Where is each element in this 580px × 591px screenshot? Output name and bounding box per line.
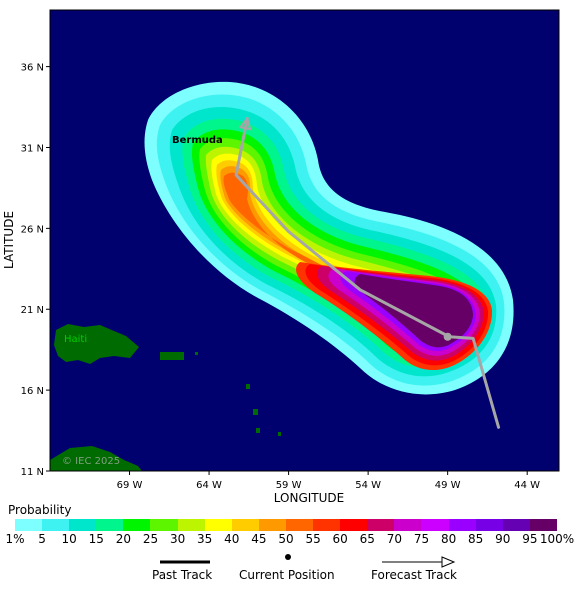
legend-swatch — [96, 519, 124, 531]
islet-1 — [246, 384, 250, 389]
lat-tick-label: 16 N — [21, 386, 44, 397]
legend-swatch — [42, 519, 70, 531]
legend-scale-label: 40 — [224, 532, 240, 546]
legend-scale-label: 60 — [332, 532, 348, 546]
legend-scale-label: 100% — [539, 532, 575, 546]
copyright-label: © IEC 2025 — [62, 456, 120, 467]
current-position-symbol — [285, 554, 291, 560]
legend-swatch — [502, 519, 530, 531]
hispaniola-land — [54, 324, 139, 364]
legend-swatch — [313, 519, 341, 531]
x-axis-title: LONGITUDE — [274, 491, 344, 505]
legend-scale-label: 75 — [413, 532, 430, 546]
legend-swatch — [340, 519, 368, 531]
lon-tick-label: 69 W — [117, 480, 143, 491]
swath-band-17 — [354, 274, 473, 348]
lon-tick-label: 44 W — [514, 480, 540, 491]
legend-scale-label: 80 — [440, 532, 457, 546]
track-arrowhead-icon — [238, 116, 252, 131]
legend-swatch — [69, 519, 97, 531]
legend-swatch — [258, 519, 286, 531]
haiti-label: Haiti — [64, 334, 87, 345]
legend-scale-label: 95 — [522, 532, 538, 546]
legend-scale-label: 25 — [142, 532, 159, 546]
legend-swatch — [231, 519, 259, 531]
legend-swatch — [177, 519, 205, 531]
legend-swatch — [15, 519, 43, 531]
past-track-label: Past Track — [152, 568, 213, 582]
current-position-label: Current Position — [239, 568, 335, 582]
y-axis-title: LATITUDE — [2, 211, 16, 269]
legend-scale-label: 45 — [251, 532, 267, 546]
probability-scale-labels: 1% 5 10 15 20 25 30 35 40 45 50 55 60 65 70 75 80 85 90 95 1… — [0, 532, 580, 546]
lat-tick-label: 26 N — [21, 224, 44, 235]
lat-tick-label: 11 N — [21, 467, 44, 478]
probability-color-bar — [15, 519, 557, 531]
legend-swatch — [421, 519, 449, 531]
lon-tick-label: 59 W — [276, 480, 302, 491]
legend-scale-label: 35 — [197, 532, 213, 546]
past-track-symbol — [160, 560, 210, 564]
forecast-track-symbol — [382, 556, 456, 568]
legend-swatch — [285, 519, 314, 531]
legend-scale-label: 5 — [38, 532, 46, 546]
south-america-land — [50, 446, 142, 471]
legend-swatch — [448, 519, 476, 531]
legend-scale-label: 10 — [61, 532, 77, 546]
legend-scale-label: 15 — [88, 532, 104, 546]
lat-tick-label: 31 N — [21, 143, 44, 154]
islet-4 — [278, 432, 281, 436]
legend-swatch — [150, 519, 178, 531]
lon-tick-label: 49 W — [435, 480, 461, 491]
land-masses — [50, 324, 281, 471]
bermuda-label: Bermuda — [172, 135, 223, 146]
legend-swatch — [529, 519, 557, 531]
legend-scale-label: 20 — [115, 532, 132, 546]
latitude-ticks: 36 N 31 N 26 N 21 N 16 N 11 N — [21, 63, 50, 478]
legend-swatch — [475, 519, 503, 531]
longitude-ticks: 69 W 64 W 59 W 54 W 49 W 44 W — [117, 471, 540, 491]
puerto-rico-land — [160, 352, 184, 360]
current-position-marker — [443, 332, 452, 341]
map-frame — [49, 9, 560, 472]
legend-swatch — [367, 519, 395, 531]
legend-swatch — [204, 519, 232, 531]
legend-swatch — [123, 519, 151, 531]
islet-3 — [256, 428, 260, 433]
legend-scale-label: 65 — [359, 532, 375, 546]
legend-scale-label: 1% — [5, 532, 25, 546]
legend-title: Probability — [8, 503, 72, 517]
lon-tick-label: 64 W — [196, 480, 222, 491]
lat-tick-label: 36 N — [21, 63, 44, 74]
track-line — [234, 116, 501, 429]
forecast-track-label: Forecast Track — [371, 568, 457, 582]
legend-swatch — [394, 519, 422, 531]
legend-scale-label: 55 — [305, 532, 321, 546]
islet-5 — [195, 352, 198, 355]
legend-scale-label: 70 — [386, 532, 403, 546]
legend-scale-label: 90 — [495, 532, 511, 546]
legend-scale-label: 50 — [278, 532, 294, 546]
islet-2 — [253, 409, 258, 415]
lat-tick-label: 21 N — [21, 305, 44, 316]
probability-map: Bermuda Haiti © IEC 2025 36 N 31 N 26 N 21 … — [2, 9, 560, 505]
legend-scale-label: 85 — [468, 532, 484, 546]
track-key: Past Track Current Position Forecast Tra… — [0, 548, 580, 588]
storm-track — [234, 116, 501, 429]
legend-scale-label: 30 — [169, 532, 186, 546]
lon-tick-label: 54 W — [355, 480, 381, 491]
